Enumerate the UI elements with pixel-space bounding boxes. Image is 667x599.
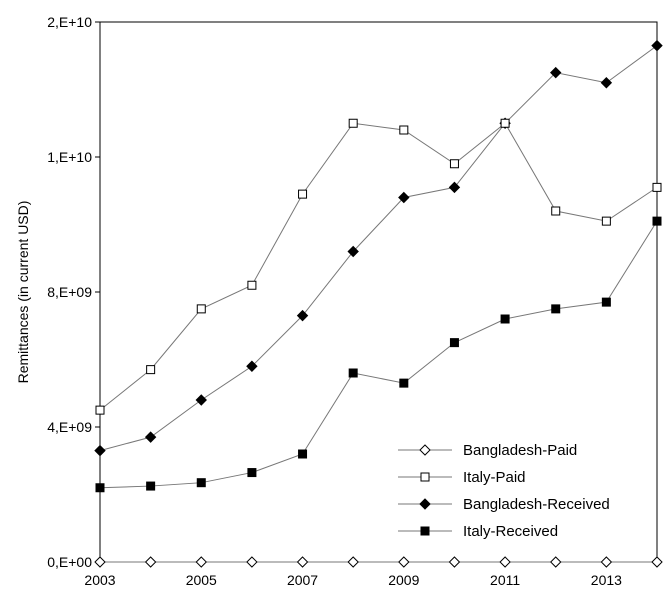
data-point xyxy=(146,365,156,375)
data-point xyxy=(399,125,409,135)
data-point xyxy=(95,483,105,493)
legend: Bangladesh-Paid Italy-Paid Bangladesh-Rece… xyxy=(398,442,610,540)
legend-label: Italy-Received xyxy=(463,523,558,540)
data-point xyxy=(247,280,257,290)
data-point xyxy=(550,66,562,79)
data-point xyxy=(448,556,461,568)
data-point xyxy=(196,478,206,488)
data-point xyxy=(94,444,106,457)
legend-marker xyxy=(420,526,430,536)
series-line xyxy=(99,122,658,411)
data-point xyxy=(600,556,613,568)
y-tick-label: 2,E+10 xyxy=(47,14,92,30)
y-tick-label: 4,E+09 xyxy=(47,419,92,435)
x-tick-label: 2003 xyxy=(84,572,115,588)
y-axis-title: Remittances (in current USD) xyxy=(15,201,31,384)
data-point xyxy=(296,556,309,568)
y-tick-label: 0,E+00 xyxy=(47,554,92,570)
data-point xyxy=(551,206,561,216)
legend-label: Bangladesh-Paid xyxy=(463,442,577,459)
data-point xyxy=(246,360,258,372)
data-point xyxy=(196,304,206,314)
data-point xyxy=(600,77,613,89)
data-point xyxy=(95,405,105,415)
x-tick-label: 2007 xyxy=(287,572,318,588)
data-point xyxy=(298,189,308,199)
legend-label: Italy-Paid xyxy=(463,469,526,486)
y-tick-label: 8,E+09 xyxy=(47,284,92,300)
data-point xyxy=(195,556,207,568)
data-point xyxy=(651,39,663,52)
ticks: 0,E+00 4,E+09 8,E+09 1,E+10 2,E+10 2003 2005 20… xyxy=(47,14,658,588)
data-point xyxy=(398,191,410,204)
data-point xyxy=(296,309,309,322)
data-point xyxy=(347,556,359,568)
data-point xyxy=(550,556,562,568)
data-point xyxy=(500,118,510,128)
x-tick-label: 2013 xyxy=(591,572,622,588)
data-point xyxy=(652,216,662,226)
x-tick-label: 2011 xyxy=(490,572,520,588)
data-point xyxy=(144,556,157,568)
data-point xyxy=(195,394,207,406)
data-point xyxy=(449,159,459,169)
legend-label: Bangladesh-Received xyxy=(463,496,610,513)
series-line xyxy=(99,220,658,489)
data-point xyxy=(448,181,461,194)
legend-marker xyxy=(419,444,431,456)
data-point xyxy=(144,431,157,443)
data-point xyxy=(551,304,561,314)
legend-marker xyxy=(419,498,431,510)
data-point xyxy=(146,481,156,491)
x-tick-label: 2005 xyxy=(186,572,217,588)
data-point xyxy=(398,556,410,568)
data-point xyxy=(499,556,511,568)
data-point xyxy=(399,378,409,388)
data-point xyxy=(500,314,510,324)
legend-marker xyxy=(420,472,430,482)
data-point xyxy=(651,556,663,568)
data-point xyxy=(347,245,359,258)
data-point xyxy=(348,368,358,378)
series xyxy=(94,39,663,568)
data-point xyxy=(601,297,611,307)
plot-frame xyxy=(99,21,658,563)
data-point xyxy=(246,556,258,568)
data-point xyxy=(298,449,308,459)
y-tick-label: 1,E+10 xyxy=(47,149,92,165)
data-point xyxy=(652,182,662,192)
axes: Remittances (in current USD) xyxy=(15,21,658,563)
data-point xyxy=(94,556,106,568)
data-point xyxy=(601,216,611,226)
data-point xyxy=(348,118,358,128)
data-point xyxy=(247,468,257,478)
x-tick-label: 2009 xyxy=(388,572,419,588)
data-point xyxy=(449,338,459,348)
series-line xyxy=(99,45,658,452)
